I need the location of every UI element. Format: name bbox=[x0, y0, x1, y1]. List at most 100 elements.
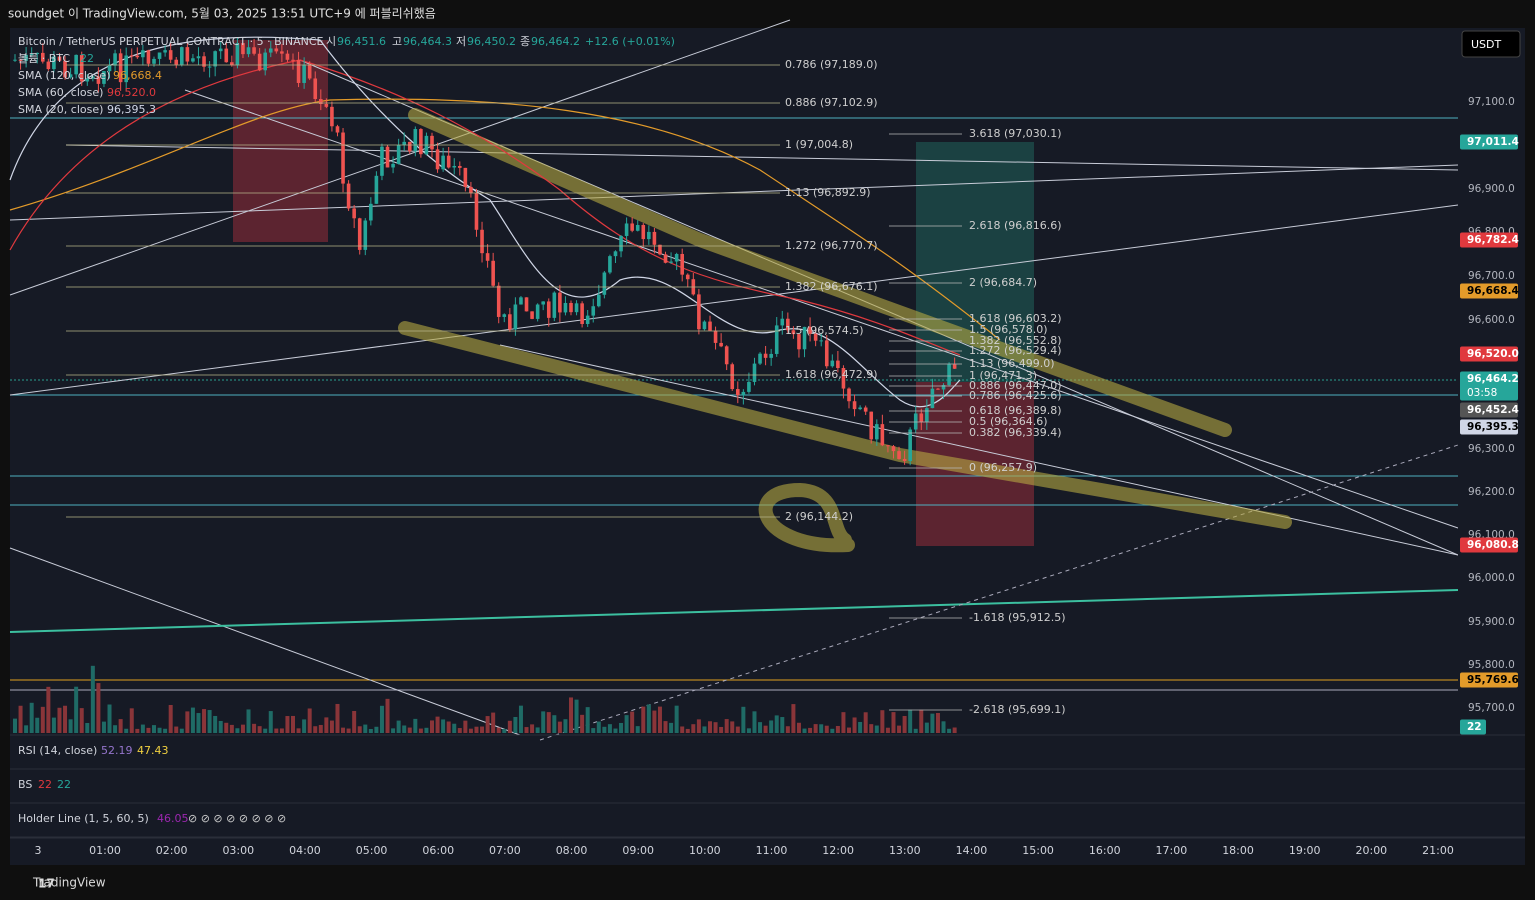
volume-bar bbox=[341, 727, 346, 733]
price-tag-text: 96,395.3 bbox=[1467, 421, 1519, 433]
candle bbox=[708, 321, 712, 331]
time-tick: 16:00 bbox=[1089, 844, 1121, 857]
candle bbox=[780, 318, 785, 326]
volume-bar bbox=[268, 711, 273, 733]
volume-bar bbox=[819, 724, 824, 733]
candle bbox=[730, 364, 735, 390]
volume-bar bbox=[724, 719, 729, 733]
candle bbox=[224, 48, 229, 63]
volume-bar bbox=[835, 725, 840, 733]
candle bbox=[597, 294, 601, 307]
time-tick: 14:00 bbox=[956, 844, 988, 857]
volume-bar bbox=[402, 725, 407, 733]
candle bbox=[763, 353, 768, 358]
highlight bbox=[408, 108, 1232, 437]
volume-bar bbox=[863, 712, 868, 733]
candle bbox=[419, 129, 423, 155]
volume-bar bbox=[146, 727, 151, 733]
currency-button bbox=[1461, 30, 1521, 58]
price-tag bbox=[1460, 537, 1518, 553]
volume-bar bbox=[913, 728, 918, 733]
price-tick: 96,000.0 bbox=[1468, 572, 1515, 584]
candle bbox=[157, 52, 162, 59]
candle bbox=[79, 54, 84, 82]
candle bbox=[925, 408, 929, 422]
volume-bar bbox=[830, 728, 835, 733]
price-tag bbox=[1460, 346, 1518, 362]
volume-bar bbox=[452, 723, 457, 733]
volume-bar bbox=[129, 708, 134, 733]
indicator-value: 52.19 bbox=[101, 744, 133, 757]
candle bbox=[858, 407, 862, 410]
candle bbox=[530, 311, 534, 319]
time-tick: 01:00 bbox=[89, 844, 121, 857]
ohlc-value: 96,464.2 bbox=[531, 35, 580, 48]
candle bbox=[13, 59, 17, 61]
candle bbox=[202, 56, 206, 67]
volume-bar bbox=[680, 726, 685, 733]
volume-bar bbox=[574, 699, 579, 733]
candle bbox=[391, 163, 395, 168]
fib-label: 1 (96,471.3) bbox=[969, 369, 1037, 382]
time-tick: 17:00 bbox=[1156, 844, 1188, 857]
volume-bar bbox=[491, 712, 496, 733]
volume-bar bbox=[57, 707, 62, 733]
candle bbox=[747, 381, 751, 392]
candle bbox=[163, 50, 167, 53]
volume-bar bbox=[324, 717, 329, 733]
candle bbox=[841, 368, 846, 389]
fib-label: 1.5 (96,574.5) bbox=[785, 324, 864, 337]
ohlc-key: 시 bbox=[326, 35, 336, 48]
price-tag-text: 22 bbox=[1467, 721, 1482, 733]
time-tick: 3 bbox=[35, 844, 42, 857]
candle bbox=[680, 253, 684, 275]
candle bbox=[402, 141, 406, 145]
currency: USDT bbox=[1471, 38, 1502, 51]
volume-bar bbox=[630, 711, 635, 733]
candle bbox=[441, 155, 445, 170]
candle bbox=[541, 301, 545, 305]
candle bbox=[135, 55, 140, 58]
fib-label: 0.5 (96,364.6) bbox=[969, 415, 1048, 428]
candle bbox=[207, 66, 212, 68]
time-tick: 21:00 bbox=[1422, 844, 1454, 857]
candle bbox=[524, 297, 529, 312]
volume-bar bbox=[897, 725, 902, 733]
volume-bar bbox=[646, 704, 651, 733]
volume-bar bbox=[285, 716, 290, 733]
candle bbox=[469, 186, 473, 194]
volume-bar bbox=[13, 718, 17, 733]
candle bbox=[752, 363, 757, 382]
volume-bar bbox=[669, 722, 674, 733]
volume-bar bbox=[74, 686, 79, 733]
candle bbox=[302, 64, 306, 83]
time-tick: 15:00 bbox=[1022, 844, 1054, 857]
price-tick: 95,900.0 bbox=[1468, 616, 1515, 628]
volume-bar bbox=[530, 724, 535, 733]
volume-bar bbox=[685, 728, 690, 733]
volume-bar bbox=[874, 725, 879, 733]
candle bbox=[485, 253, 490, 261]
candle bbox=[174, 59, 179, 65]
volume-bar bbox=[502, 728, 507, 733]
legend-value: 22 bbox=[80, 52, 94, 65]
candle bbox=[824, 340, 829, 367]
indicator-name: RSI (14, close) bbox=[18, 744, 97, 757]
indicator-value: 22 bbox=[57, 778, 71, 791]
candle bbox=[113, 53, 117, 66]
volume-bar bbox=[496, 727, 501, 733]
candle bbox=[569, 302, 573, 313]
candle bbox=[396, 144, 401, 164]
volume-bar bbox=[796, 722, 801, 733]
volume-bar bbox=[596, 721, 601, 733]
volume-bar bbox=[507, 720, 512, 733]
candle bbox=[647, 231, 651, 240]
volume-bar bbox=[346, 728, 351, 733]
time-tick: 06:00 bbox=[422, 844, 454, 857]
header: soundget 이 TradingView.com, 5월 03, 2025 … bbox=[8, 7, 436, 21]
fib-label: 0.786 (96,425.6) bbox=[969, 389, 1062, 402]
candle bbox=[285, 53, 290, 60]
volume-bar bbox=[791, 704, 796, 733]
